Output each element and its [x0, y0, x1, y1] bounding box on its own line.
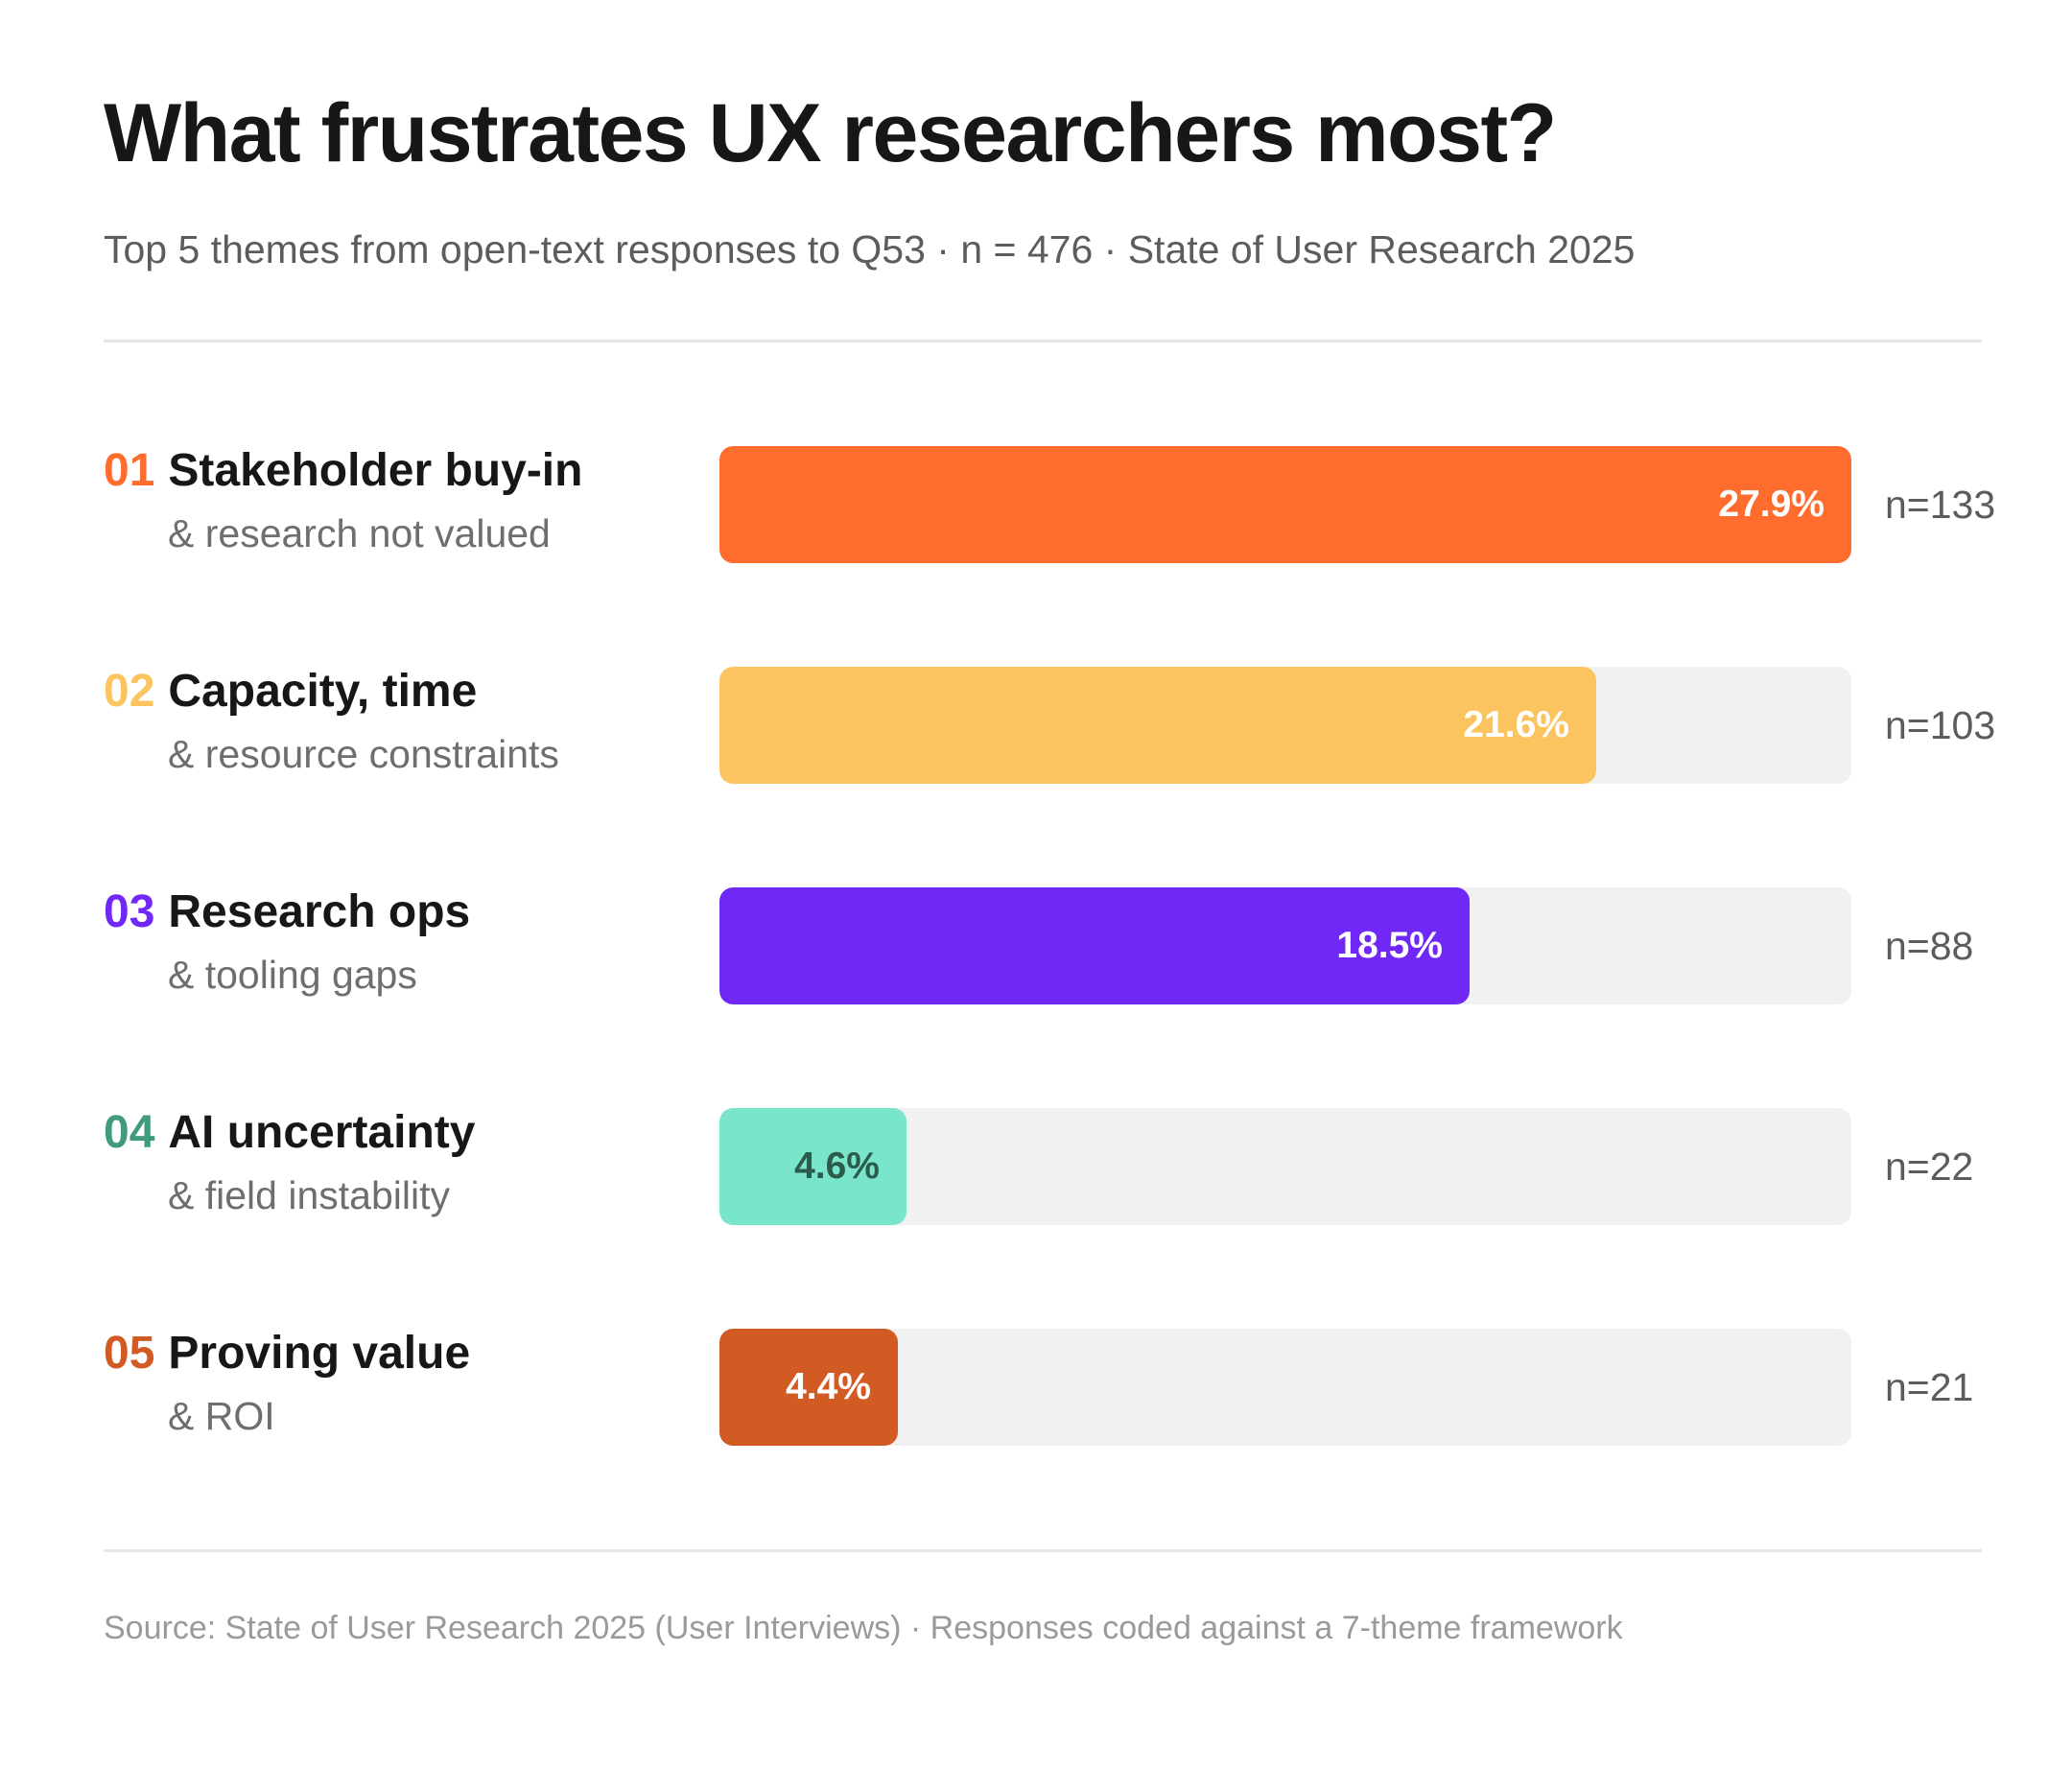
category-label-block: 04 AI uncertainty & field instability [104, 1106, 476, 1217]
chart-title: What frustrates UX researchers most? [104, 87, 1557, 179]
response-count: n=22 [1885, 1145, 1974, 1189]
bar-track: 18.5% [719, 887, 1851, 1004]
category-label-block: 01 Stakeholder buy-in & research not value… [104, 444, 583, 555]
category-label: Capacity, time [168, 666, 478, 717]
bar-track: 4.6% [719, 1108, 1851, 1225]
bar-track: 4.4% [719, 1329, 1851, 1446]
bar-value-label: 21.6% [1463, 704, 1569, 745]
category-sublabel: & resource constraints [168, 732, 559, 776]
bar-row: 02 Capacity, time & resource constraints 21… [0, 665, 2072, 784]
bar-track: 21.6% [719, 667, 1851, 784]
rank-number: 01 [104, 445, 155, 496]
bar: 18.5% [719, 887, 1470, 1004]
category-label: AI uncertainty [168, 1107, 476, 1158]
category-label: Stakeholder buy-in [168, 445, 583, 496]
category-sublabel: & ROI [168, 1394, 275, 1438]
category-sublabel: & research not valued [168, 511, 551, 555]
bar-row: 01 Stakeholder buy-in & research not value… [0, 444, 2072, 563]
category-sublabel: & tooling gaps [168, 953, 417, 997]
bar: 21.6% [719, 667, 1596, 784]
bar-value-label: 4.6% [794, 1145, 880, 1187]
bar-track: 27.9% [719, 446, 1851, 563]
bar: 27.9% [719, 446, 1851, 563]
category-label-block: 02 Capacity, time & resource constraints [104, 665, 559, 776]
bar-value-label: 27.9% [1718, 484, 1825, 525]
category-label-block: 03 Research ops & tooling gaps [104, 885, 471, 997]
bar-value-label: 4.4% [786, 1366, 871, 1407]
rank-number: 02 [104, 666, 155, 717]
top-divider [104, 340, 1982, 342]
category-label: Proving value [168, 1328, 471, 1379]
bar: 4.4% [719, 1329, 898, 1446]
bar-value-label: 18.5% [1336, 925, 1443, 966]
response-count: n=21 [1885, 1365, 1974, 1409]
rank-number: 04 [104, 1107, 155, 1158]
category-label-block: 05 Proving value & ROI [104, 1327, 471, 1438]
bar-row: 05 Proving value & ROI 4.4% n=21 [0, 1327, 2072, 1446]
bar: 4.6% [719, 1108, 906, 1225]
bar-row: 03 Research ops & tooling gaps 18.5% n=88 [0, 885, 2072, 1004]
rank-number: 05 [104, 1328, 155, 1379]
bottom-divider [104, 1549, 1982, 1552]
response-count: n=88 [1885, 924, 1974, 968]
response-count: n=103 [1885, 703, 1996, 747]
category-label: Research ops [168, 886, 471, 937]
rank-number: 03 [104, 886, 155, 937]
response-count: n=133 [1885, 483, 1996, 527]
category-sublabel: & field instability [168, 1173, 450, 1217]
source-note: Source: State of User Research 2025 (Use… [104, 1610, 1623, 1646]
chart-subtitle: Top 5 themes from open-text responses to… [104, 227, 1636, 271]
bar-row: 04 AI uncertainty & field instability 4.6% n… [0, 1106, 2072, 1225]
